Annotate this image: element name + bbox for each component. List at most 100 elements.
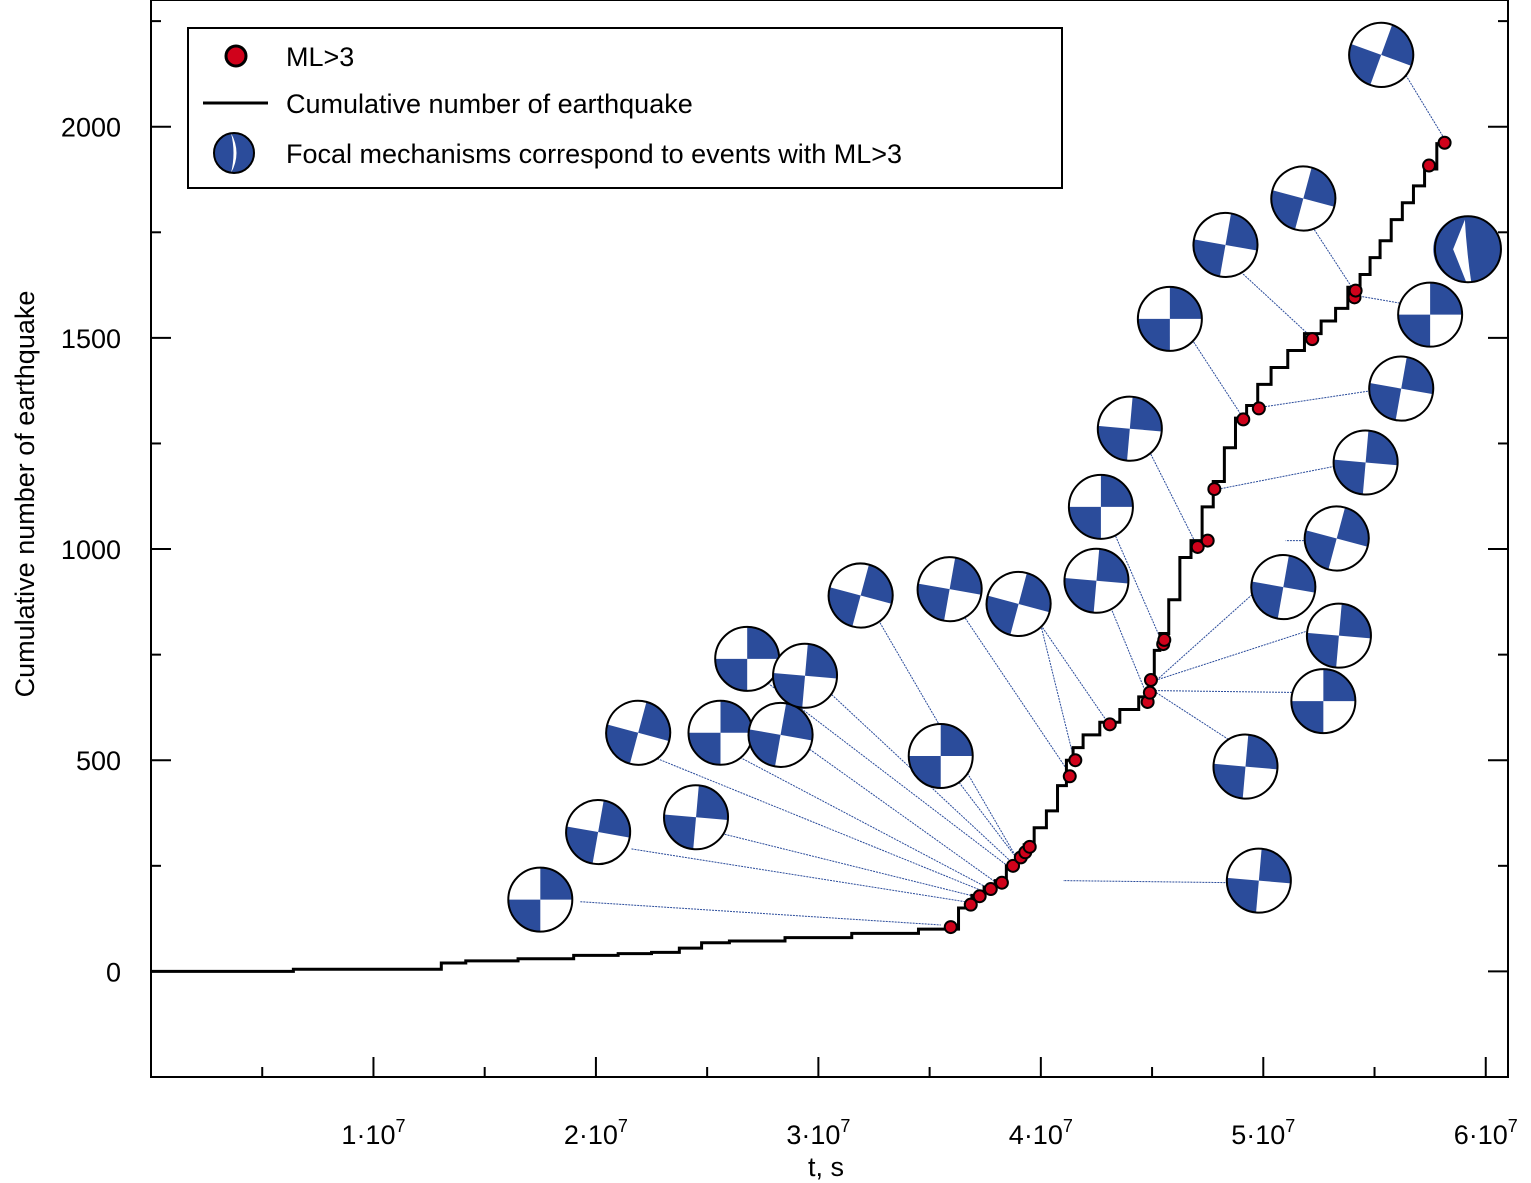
connector-line bbox=[1307, 219, 1355, 292]
focal-mechanism-ball bbox=[1290, 668, 1357, 735]
focal-mechanism-ball bbox=[827, 562, 894, 629]
ball-outline bbox=[1348, 21, 1415, 88]
connector-line bbox=[958, 607, 1071, 775]
ball-outline bbox=[827, 562, 894, 629]
focal-mechanism-ball bbox=[1096, 395, 1163, 462]
ball-quadrant bbox=[1096, 548, 1129, 584]
event-marker bbox=[1102, 717, 1117, 732]
connector-line bbox=[1156, 624, 1326, 681]
focal-mechanism-ball bbox=[1397, 281, 1464, 348]
focal-mechanism-ball bbox=[714, 625, 781, 692]
connector-line bbox=[1185, 329, 1244, 419]
plot-frame bbox=[150, 0, 1509, 1078]
ball-quadrant bbox=[1245, 734, 1278, 770]
focal-mechanism-ball bbox=[1136, 285, 1203, 352]
focal-mechanism-ball bbox=[1332, 429, 1399, 496]
event-marker bbox=[1022, 839, 1037, 854]
ball-outline bbox=[1397, 281, 1464, 348]
ball-outline bbox=[1250, 554, 1317, 621]
x-tick-label: 6·107 bbox=[1454, 1116, 1518, 1150]
ball-quadrant bbox=[1430, 282, 1463, 315]
focal-mechanism-ball bbox=[507, 866, 574, 933]
ball-outline bbox=[1067, 473, 1134, 540]
ball-quadrant bbox=[1283, 555, 1316, 593]
ball-quadrant bbox=[1433, 216, 1467, 283]
ball-outline bbox=[1192, 211, 1259, 278]
ball-outline bbox=[1225, 847, 1292, 914]
focal-mechanism-ball bbox=[1067, 473, 1134, 540]
legend-mechanisms-label: Focal mechanisms correspond to events wi… bbox=[286, 139, 902, 169]
ball-outline bbox=[605, 699, 672, 766]
legend-ball-outline bbox=[213, 132, 255, 174]
connector-line bbox=[1144, 443, 1198, 546]
focal-mechanism-ball bbox=[605, 699, 672, 766]
ball-outline bbox=[1096, 395, 1163, 462]
connector-line bbox=[1400, 67, 1444, 138]
y-tick-label: 2000 bbox=[61, 113, 121, 143]
y-axis-label: Cumulative number of earthquake bbox=[10, 291, 40, 698]
ball-outline bbox=[985, 570, 1052, 637]
x-tick-label: 2·107 bbox=[564, 1116, 628, 1150]
event-marker bbox=[983, 882, 998, 897]
focal-mechanism-ball bbox=[1348, 21, 1415, 88]
x-axis-label: t, s bbox=[808, 1152, 844, 1182]
connector-line bbox=[1107, 599, 1149, 698]
event-marker bbox=[972, 889, 987, 904]
ball-quadrant bbox=[696, 785, 728, 821]
focal-mechanism-ball bbox=[1305, 602, 1372, 669]
x-tick-label: 3·107 bbox=[786, 1116, 850, 1150]
event-marker bbox=[1348, 283, 1363, 298]
ball-quadrant bbox=[773, 672, 806, 708]
focal-mechanism-ball bbox=[565, 799, 632, 866]
ball-outline bbox=[1063, 547, 1130, 614]
connector-line bbox=[1149, 688, 1242, 748]
legend-markers-label: ML>3 bbox=[286, 42, 354, 72]
ball-quadrant bbox=[1226, 877, 1259, 913]
ball-outline bbox=[1368, 355, 1435, 422]
ball-outline bbox=[747, 701, 814, 768]
x-tick-label: 5·107 bbox=[1231, 1116, 1295, 1150]
ball-outline bbox=[1303, 505, 1370, 572]
ball-quadrant bbox=[1064, 577, 1097, 613]
focal-mechanisms bbox=[507, 21, 1502, 933]
y-tick-labels: 0 500 1000 1500 2000 bbox=[61, 113, 121, 988]
ball-outline bbox=[565, 799, 632, 866]
cumulative-curve bbox=[151, 142, 1444, 973]
ball-outline bbox=[1270, 165, 1337, 232]
event-marker bbox=[1190, 539, 1205, 554]
ball-outline bbox=[772, 642, 839, 709]
ball-quadrant bbox=[1129, 396, 1162, 432]
legend: ML>3 Cumulative number of earthquake Foc… bbox=[187, 27, 1063, 189]
connector-line bbox=[1040, 624, 1075, 761]
ball-quadrant bbox=[1365, 430, 1398, 466]
event-marker bbox=[1062, 769, 1077, 784]
focal-mechanism-ball bbox=[1433, 215, 1502, 284]
y-tick-label: 1500 bbox=[61, 324, 121, 354]
ball-quadrant bbox=[688, 732, 721, 765]
ball-quadrant bbox=[1323, 669, 1356, 702]
ball-quadrant bbox=[1338, 603, 1371, 639]
event-marker bbox=[1236, 412, 1251, 427]
ball-quadrant bbox=[1464, 216, 1502, 283]
ball-outline bbox=[907, 723, 974, 790]
legend-ball-shape bbox=[213, 132, 255, 174]
ball-quadrant bbox=[1137, 318, 1170, 351]
connector-line bbox=[580, 901, 941, 926]
event-marker bbox=[1143, 672, 1158, 687]
focal-mechanism-ball bbox=[747, 701, 814, 768]
legend-ball-band bbox=[231, 133, 237, 173]
x-tick-label: 1·107 bbox=[341, 1116, 405, 1150]
event-marker bbox=[1437, 135, 1452, 150]
ball-outline bbox=[1136, 285, 1203, 352]
ball-outline bbox=[1332, 429, 1399, 496]
focal-mechanism-ball bbox=[1270, 165, 1337, 232]
axis-ticks bbox=[151, 20, 1508, 1077]
ball-quadrant bbox=[1251, 581, 1284, 619]
legend-mechanism-swatch bbox=[213, 132, 255, 174]
event-marker bbox=[963, 897, 978, 912]
connector-line bbox=[1229, 261, 1313, 339]
ball-quadrant bbox=[748, 729, 781, 767]
ball-quadrant bbox=[715, 658, 748, 691]
ball-quadrant bbox=[917, 583, 950, 621]
x-tick-labels: 1·107 2·107 3·107 4·107 5·107 6·107 bbox=[341, 1116, 1517, 1150]
